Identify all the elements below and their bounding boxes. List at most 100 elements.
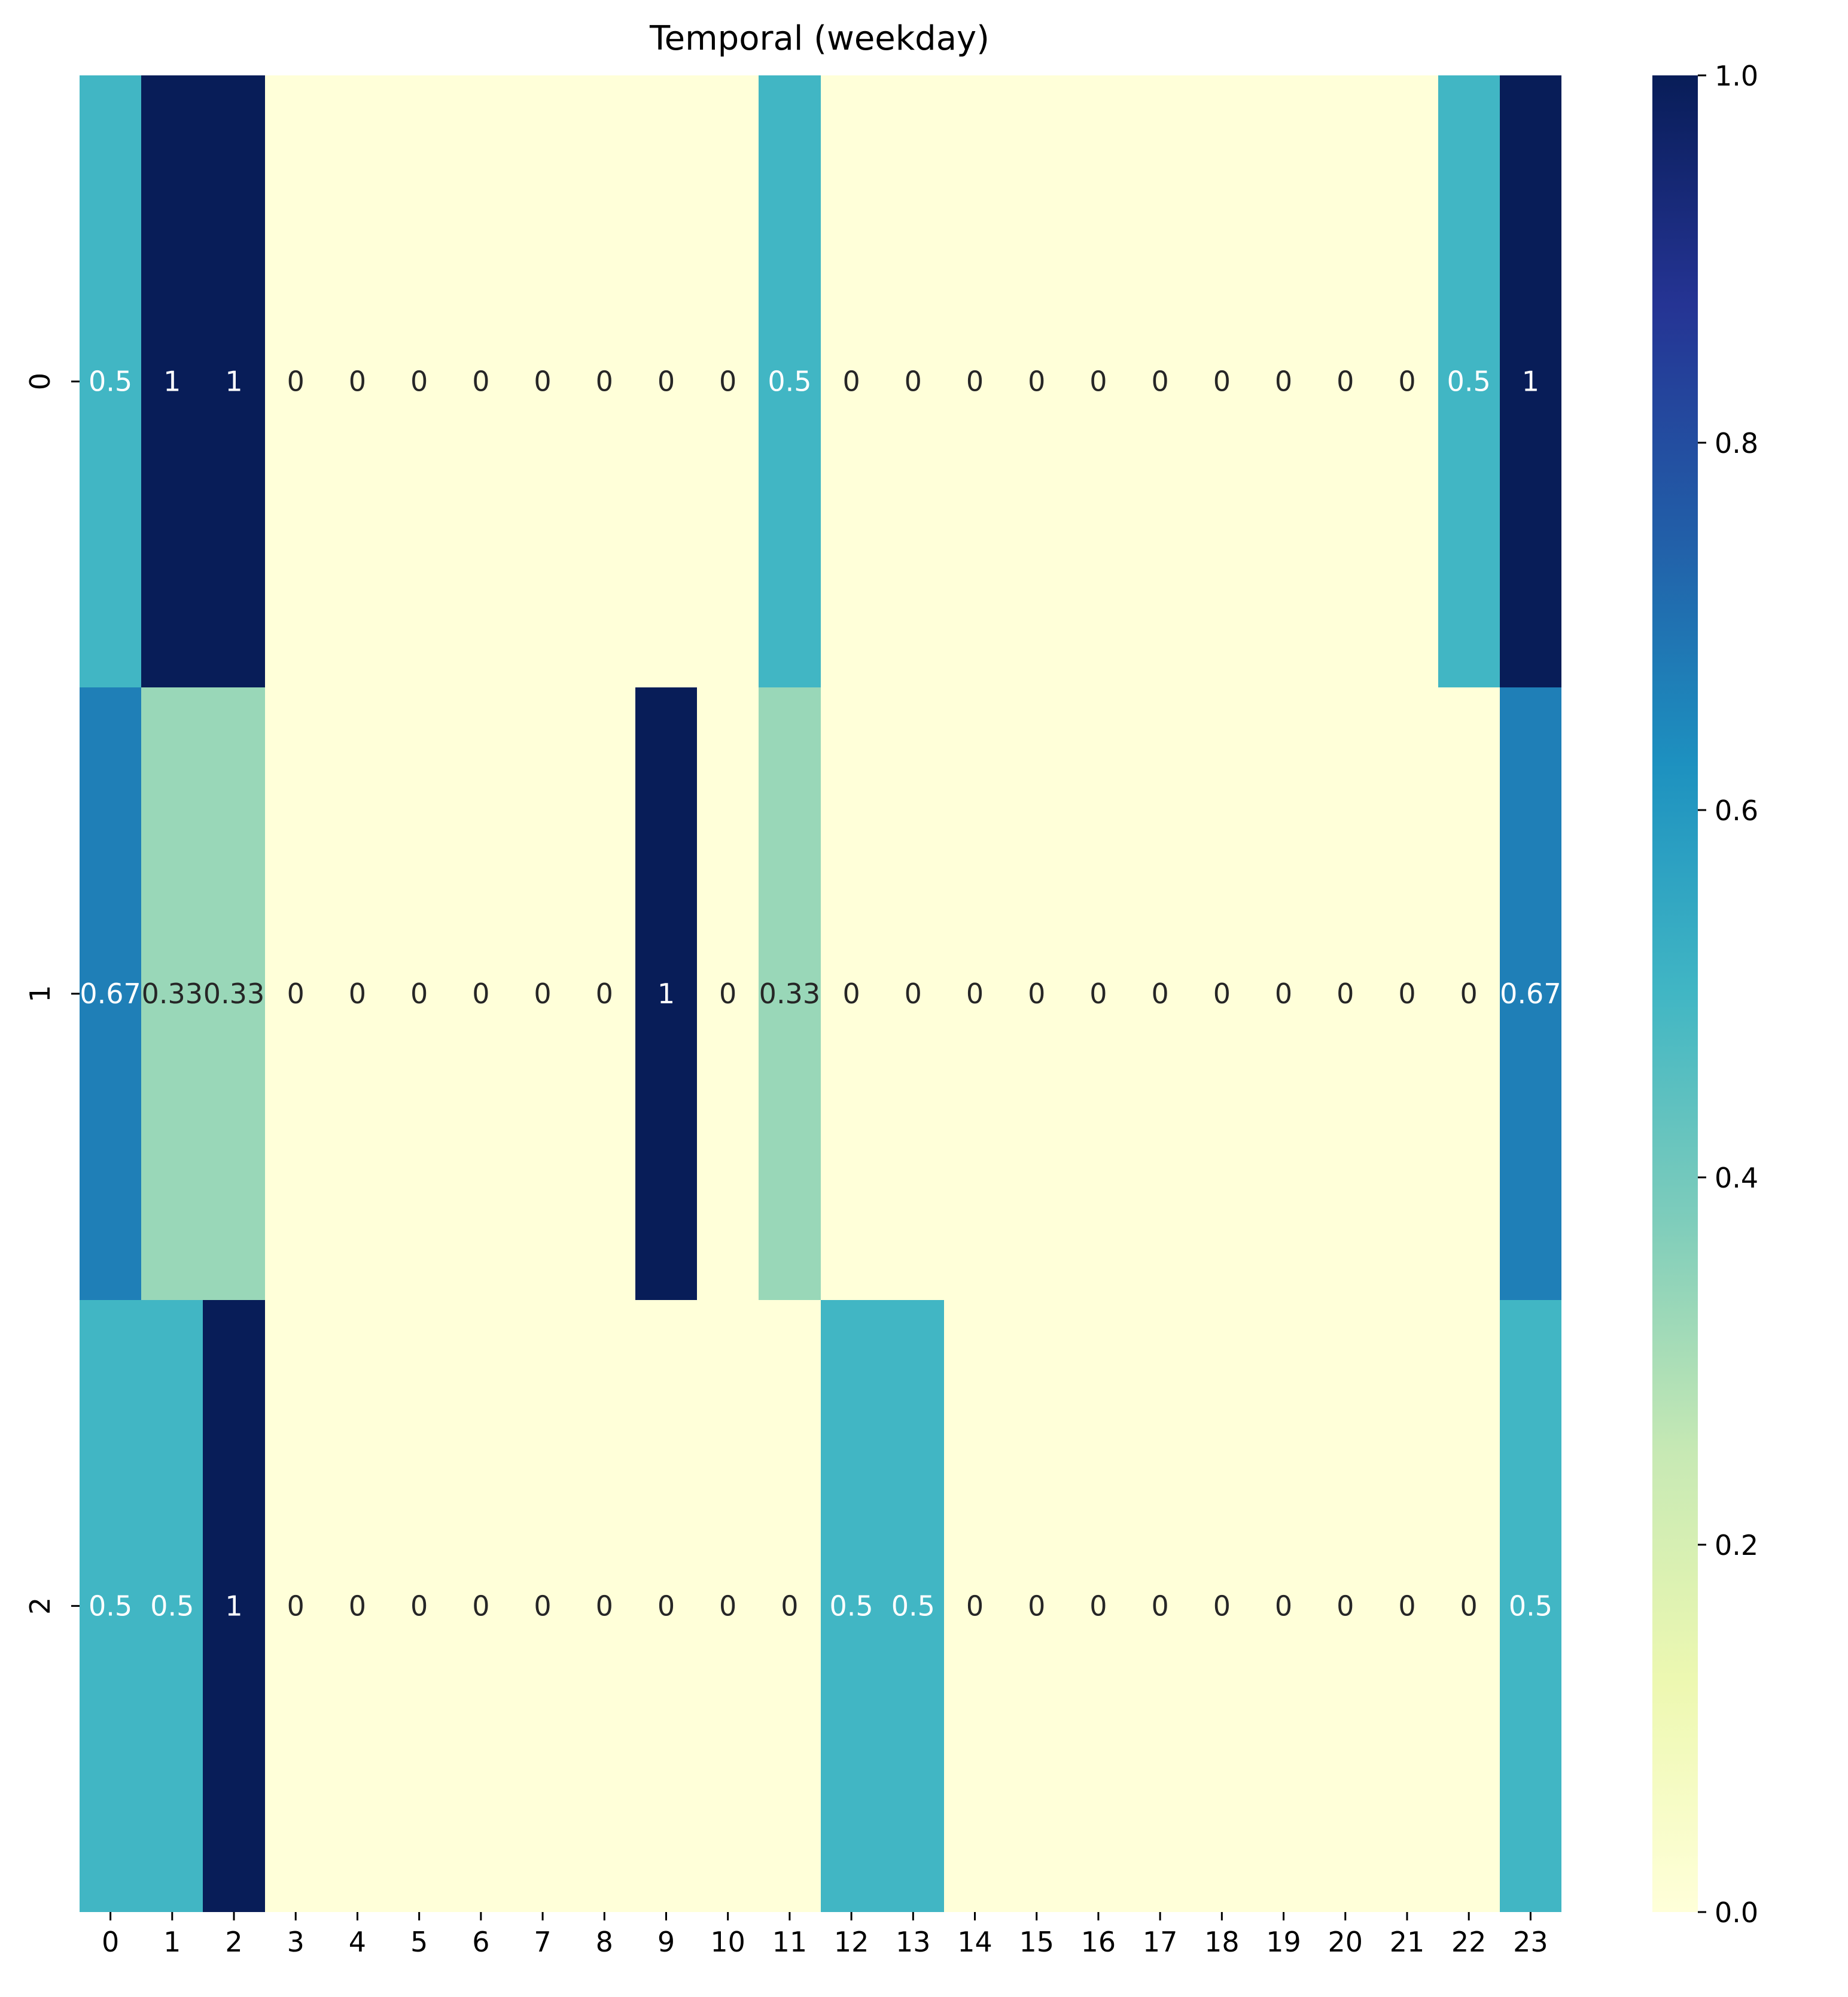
cell-value-label: 0 [349, 978, 366, 1010]
heatmap-cell [450, 687, 512, 1300]
heatmap-cell [1253, 75, 1314, 687]
cell-value-label: 0 [657, 1590, 675, 1622]
cell-value-label: 0 [349, 1590, 366, 1622]
x-tick-label: 7 [534, 1926, 551, 1958]
heatmap-cell [1438, 75, 1500, 687]
cell-value-label: 0 [719, 1590, 736, 1622]
cell-value-label: 1 [225, 1590, 242, 1622]
cell-value-label: 0 [657, 366, 675, 398]
cell-value-label: 0 [349, 366, 366, 398]
cell-value-label: 0 [966, 978, 984, 1010]
cell-labels: 0.5 1 1 0 0 0 0 0 0 0 0 0.5 0 0 0 0 0 0 0 0 0 0 0.5 1 0.67 0.33 0.… [80, 366, 1561, 1622]
heatmap-cell [821, 1300, 882, 1912]
cell-value-label: 0.5 [891, 1590, 935, 1622]
cell-value-label: 1 [1522, 366, 1539, 398]
cell-value-label: 0 [287, 1590, 305, 1622]
heatmap-cell [1314, 1300, 1376, 1912]
cell-value-label: 0 [1336, 978, 1354, 1010]
x-tick-label: 15 [1019, 1926, 1054, 1958]
x-tick-label: 17 [1143, 1926, 1178, 1958]
heatmap-cell [821, 687, 882, 1300]
heatmap-cell [1006, 687, 1067, 1300]
colorbar-tick-label: 0.2 [1715, 1529, 1758, 1561]
colorbar-tick-label: 0.6 [1715, 794, 1758, 827]
cell-value-label: 0 [1275, 366, 1292, 398]
heatmap-cell [80, 687, 141, 1300]
heatmap-cell [635, 75, 697, 687]
heatmap-cell [1500, 1300, 1561, 1912]
x-tick-label: 6 [472, 1926, 489, 1958]
heatmap-cell [1067, 75, 1129, 687]
cell-value-label: 0 [1213, 366, 1231, 398]
cell-value-label: 0 [1028, 978, 1045, 1010]
cell-value-label: 0 [472, 1590, 489, 1622]
cell-value-label: 0 [842, 978, 860, 1010]
heatmap-cell [574, 1300, 635, 1912]
x-tick-label: 12 [834, 1926, 869, 1958]
heatmap-cell [512, 75, 574, 687]
heatmap-cell [327, 1300, 388, 1912]
cell-value-label: 0 [534, 1590, 551, 1622]
heatmap-cell [450, 75, 512, 687]
cell-value-label: 0 [596, 366, 613, 398]
cell-value-label: 0 [1336, 366, 1354, 398]
y-tick-label: 2 [24, 1597, 56, 1615]
heatmap-cell [1314, 75, 1376, 687]
heatmap-cell [512, 1300, 574, 1912]
heatmap-cell [141, 687, 203, 1300]
heatmap-cell [141, 1300, 203, 1912]
x-tick-label: 21 [1390, 1926, 1425, 1958]
colorbar-ticks: 0.0 0.2 0.4 0.6 0.8 1.0 [1698, 60, 1758, 1929]
cell-value-label: 0.5 [1447, 366, 1491, 398]
x-tick-label: 11 [772, 1926, 808, 1958]
heatmap-cell [759, 75, 821, 687]
cell-value-label: 0.33 [203, 978, 264, 1010]
heatmap-cell [203, 75, 265, 687]
heatmap-cell [697, 687, 759, 1300]
heatmap-cell [574, 687, 635, 1300]
cell-value-label: 0 [1028, 1590, 1045, 1622]
heatmap-cell [697, 1300, 759, 1912]
heatmap-cell [697, 75, 759, 687]
cell-value-label: 0 [719, 366, 736, 398]
cell-value-label: 0 [596, 1590, 613, 1622]
cell-value-label: 0.5 [89, 366, 132, 398]
cell-value-label: 1 [163, 366, 181, 398]
cell-value-label: 0 [596, 978, 613, 1010]
heatmap-cell [1314, 687, 1376, 1300]
heatmap-cell [1191, 687, 1253, 1300]
heatmap-cell [265, 75, 327, 687]
cell-value-label: 0 [1460, 978, 1478, 1010]
heatmap-cell [1006, 75, 1067, 687]
x-tick-label: 1 [163, 1926, 181, 1958]
heatmap-cell [1376, 1300, 1438, 1912]
cell-value-label: 0.5 [1509, 1590, 1552, 1622]
cell-value-label: 0 [287, 366, 305, 398]
heatmap-cell [203, 1300, 265, 1912]
heatmap-cell [388, 687, 450, 1300]
cell-value-label: 1 [657, 978, 675, 1010]
x-tick-label: 20 [1328, 1926, 1363, 1958]
heatmap-cell [635, 687, 697, 1300]
heatmap-cell [265, 687, 327, 1300]
cell-value-label: 0 [410, 366, 428, 398]
heatmap-cell [388, 75, 450, 687]
cell-value-label: 0.67 [1500, 978, 1561, 1010]
cell-value-label: 0 [1398, 978, 1415, 1010]
x-tick-label: 23 [1513, 1926, 1548, 1958]
cell-value-label: 0 [1398, 366, 1415, 398]
cell-value-label: 0 [287, 978, 305, 1010]
colorbar-tick-label: 0.4 [1715, 1162, 1758, 1194]
cell-value-label: 0 [966, 1590, 984, 1622]
cell-value-label: 0 [1089, 978, 1107, 1010]
cell-value-label: 0 [719, 978, 736, 1010]
x-axis: 0 1 2 3 4 5 6 7 8 9 10 11 12 13 14 15 16 17 18 19 20 21 22 23 [102, 1912, 1548, 1958]
cell-value-label: 0 [1152, 1590, 1169, 1622]
x-tick-label: 0 [102, 1926, 119, 1958]
x-tick-label: 9 [657, 1926, 675, 1958]
heatmap-cell [1376, 75, 1438, 687]
cell-value-label: 0.5 [830, 1590, 873, 1622]
cell-value-label: 0 [1089, 1590, 1107, 1622]
colorbar-tick-label: 1.0 [1715, 60, 1758, 92]
cell-value-label: 0 [1213, 978, 1231, 1010]
